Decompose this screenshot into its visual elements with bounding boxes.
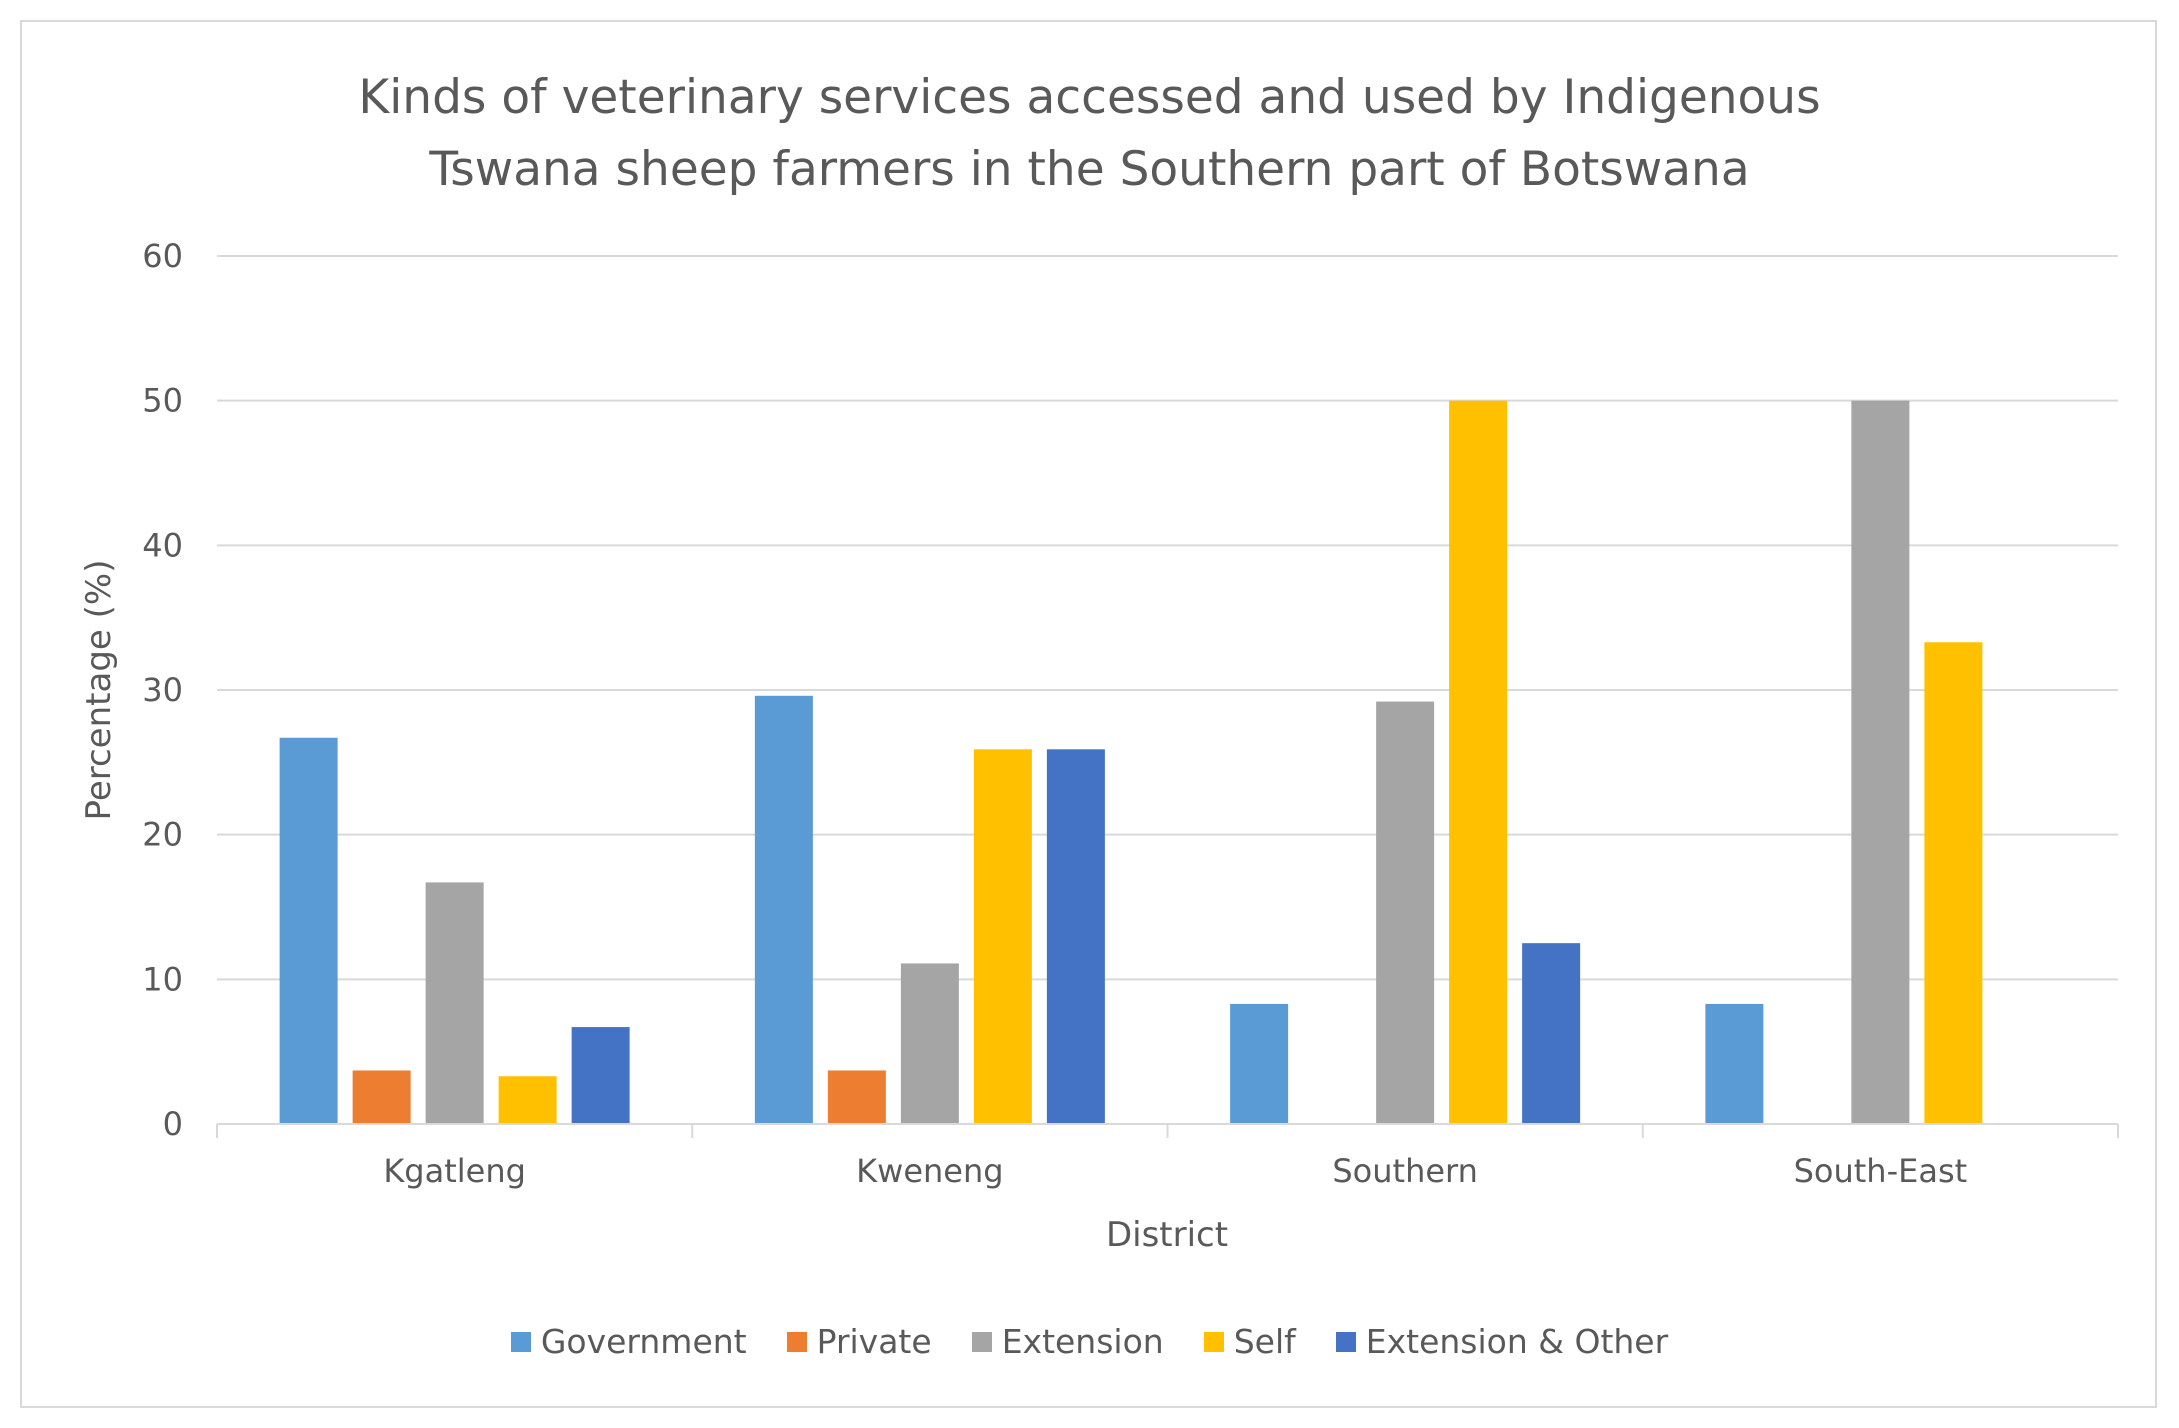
- bar-extension-other-kgatleng: [571, 1027, 630, 1124]
- legend-item: Extension: [971, 1322, 1164, 1361]
- bar-self-southern: [1449, 400, 1508, 1125]
- bar-self-south-east: [1924, 642, 1983, 1124]
- x-tick-label: South-East: [1794, 1152, 1968, 1190]
- legend-swatch: [1203, 1331, 1224, 1352]
- legend: Government Private Extension Self Extension …: [0, 1322, 2179, 1361]
- y-tick-label: 60: [142, 237, 183, 275]
- bar-government-south-east: [1705, 1003, 1764, 1124]
- x-axis-title: District: [1106, 1215, 1228, 1255]
- y-tick-label: 40: [142, 526, 183, 564]
- legend-item: Government: [510, 1322, 747, 1361]
- chart-title-line-2: Tswana sheep farmers in the Southern par…: [429, 142, 1750, 197]
- legend-swatch: [1335, 1331, 1356, 1352]
- x-tick-label: Kgatleng: [383, 1152, 526, 1190]
- bar-self-kgatleng: [498, 1076, 557, 1124]
- bars: [279, 400, 1983, 1125]
- bar-extension-other-southern: [1522, 943, 1581, 1124]
- legend-item: Extension & Other: [1335, 1322, 1669, 1361]
- legend-label: Extension: [1001, 1322, 1164, 1361]
- legend-label: Government: [540, 1322, 747, 1361]
- bar-extension-kweneng: [900, 963, 959, 1124]
- x-tick-label: Southern: [1332, 1152, 1478, 1190]
- y-tick-label: 50: [142, 382, 183, 420]
- gridlines: [217, 255, 2118, 1125]
- y-tick-label: 0: [163, 1105, 183, 1143]
- chart-frame: [20, 20, 2157, 1408]
- bar-government-kweneng: [754, 695, 813, 1124]
- bar-self-kweneng: [973, 749, 1032, 1124]
- chart-title-line-1: Kinds of veterinary services accessed an…: [358, 70, 1821, 125]
- legend-label: Self: [1233, 1322, 1296, 1361]
- legend-label: Private: [816, 1322, 932, 1361]
- bar-private-kweneng: [827, 1070, 886, 1124]
- legend-item: Private: [786, 1322, 932, 1361]
- bar-extension-other-kweneng: [1046, 749, 1105, 1124]
- bar-extension-southern: [1376, 701, 1435, 1124]
- legend-swatch: [510, 1331, 531, 1352]
- legend-label: Extension & Other: [1365, 1322, 1669, 1361]
- bar-government-kgatleng: [279, 737, 338, 1124]
- legend-swatch: [971, 1331, 992, 1352]
- chart-title: Kinds of veterinary services accessed an…: [0, 62, 2179, 206]
- bar-extension-kgatleng: [425, 882, 484, 1124]
- bar-extension-south-east: [1851, 400, 1910, 1125]
- legend-item: Self: [1203, 1322, 1296, 1361]
- axes: 0 10 20 30 40 50 60 Kgatleng Kweneng Southern Sout…: [142, 237, 2119, 1190]
- y-tick-label: 10: [142, 960, 183, 998]
- x-tick-label: Kweneng: [856, 1152, 1003, 1190]
- y-tick-label: 20: [142, 816, 183, 854]
- bar-government-southern: [1230, 1003, 1289, 1124]
- y-tick-label: 30: [142, 671, 183, 709]
- y-axis-title: Percentage (%): [79, 560, 119, 821]
- bar-private-kgatleng: [352, 1070, 411, 1124]
- legend-swatch: [786, 1331, 807, 1352]
